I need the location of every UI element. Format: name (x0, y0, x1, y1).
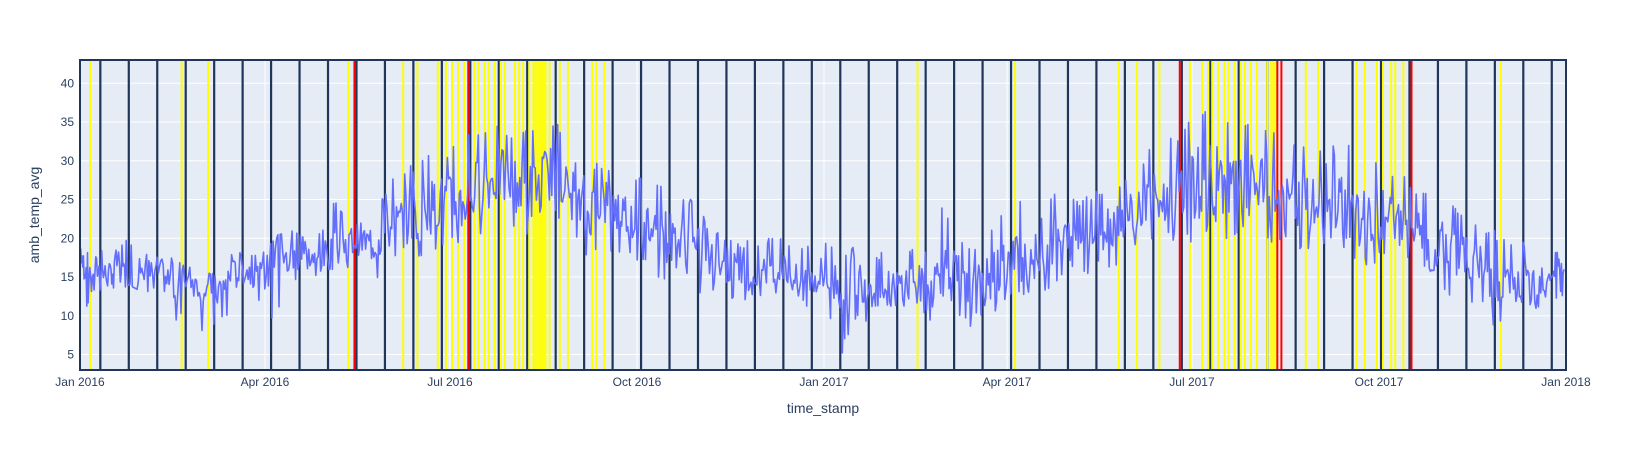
y-tick-label: 40 (61, 76, 75, 90)
y-tick-label: 30 (61, 154, 75, 168)
y-tick-label: 35 (61, 115, 75, 129)
y-tick-label: 10 (61, 309, 75, 323)
x-tick-label: Jul 2016 (427, 375, 473, 389)
y-tick-label: 5 (67, 348, 74, 362)
y-axis-ticks: 5 10 15 20 25 30 35 40 (61, 76, 75, 361)
x-axis-title: time_stamp (787, 400, 860, 416)
weekly-markers (99, 60, 1553, 370)
x-tick-label: Apr 2016 (241, 375, 290, 389)
x-tick-label: Oct 2016 (613, 375, 662, 389)
x-tick-label: Jul 2017 (1169, 375, 1215, 389)
x-tick-label: Apr 2017 (983, 375, 1032, 389)
series-line (79, 111, 1565, 354)
y-tick-label: 15 (61, 270, 75, 284)
y-tick-label: 20 (61, 231, 75, 245)
plot-border (79, 59, 1567, 371)
x-axis-ticks: Jan 2016 Apr 2016 Jul 2016 Oct 2016 Jan 2017… (55, 375, 1591, 389)
y-tick-label: 25 (61, 193, 75, 207)
x-tick-label: Jan 2018 (1541, 375, 1591, 389)
series-layer (79, 111, 1565, 354)
x-tick-label: Jan 2016 (55, 375, 105, 389)
x-tick-label: Jan 2017 (799, 375, 849, 389)
x-tick-label: Oct 2017 (1355, 375, 1404, 389)
y-axis-title: amb_temp_avg (26, 167, 42, 264)
